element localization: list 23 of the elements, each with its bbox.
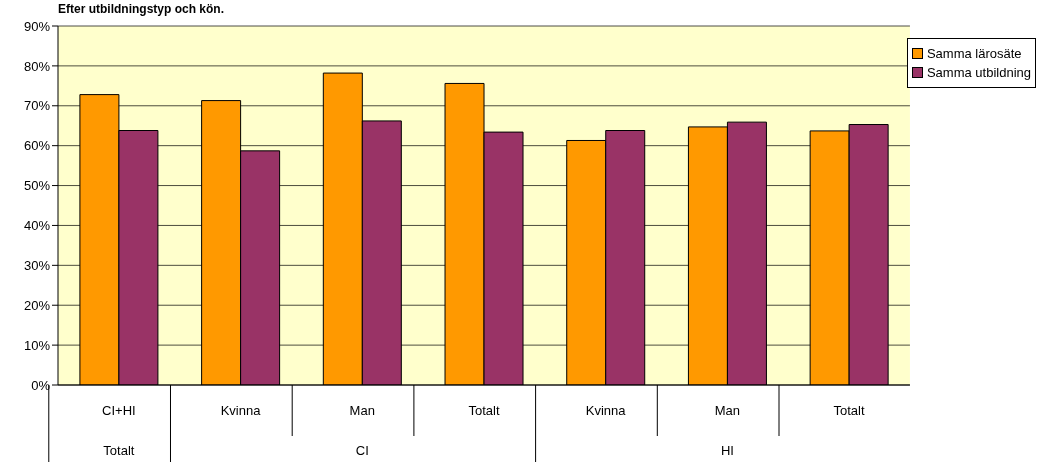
x-tick-label: Man	[349, 403, 375, 418]
x-tick-label: CI+HI	[102, 403, 136, 418]
x-tick-label: Totalt	[468, 403, 500, 418]
text: CI	[355, 443, 369, 458]
y-tick-label: 20%	[23, 297, 51, 313]
legend-label: Samma lärosäte	[926, 46, 1022, 61]
x-tick-label: Man	[714, 403, 741, 418]
y-tick-label: 40%	[23, 218, 51, 234]
y-tick-label: 90%	[23, 18, 51, 34]
y-tick-label: 80%	[23, 58, 51, 74]
y-tick-label: 60%	[23, 138, 51, 154]
y-tick-label: 10%	[23, 337, 51, 353]
chart-title: Efter utbildningstyp och kön.	[58, 2, 224, 16]
y-tick-label: 70%	[23, 98, 51, 114]
legend-label: Samma utbildning	[926, 65, 1031, 80]
y-tick-label: 50%	[23, 178, 51, 194]
text: HI	[720, 443, 734, 458]
y-tick-label: 0%	[31, 377, 51, 393]
text: Totalt	[103, 443, 135, 458]
x-tick-label: Kvinna	[220, 403, 262, 418]
x-tick-label: Kvinna	[585, 403, 627, 418]
y-tick-label: 30%	[23, 257, 51, 273]
x-tick-label: Totalt	[833, 403, 866, 418]
